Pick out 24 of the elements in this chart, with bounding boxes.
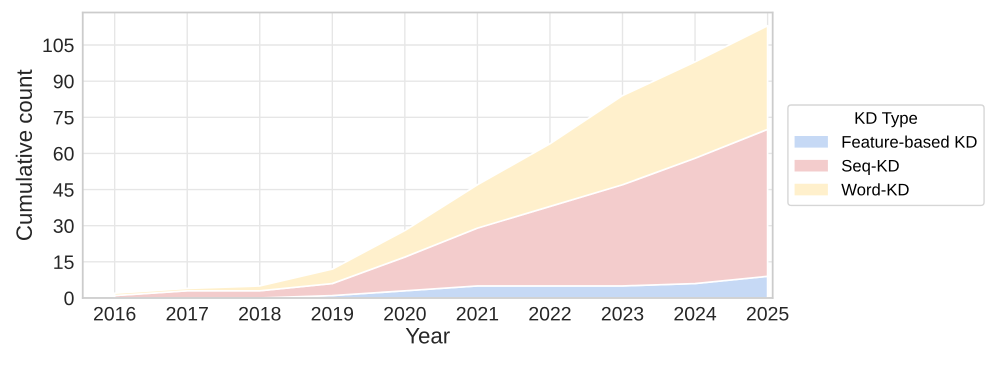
y-tick-label: 75: [54, 110, 74, 125]
y-tick-label: 45: [53, 183, 74, 197]
x-tick-label: 2019: [312, 306, 354, 321]
legend-label: Word-KD: [841, 183, 909, 196]
x-axis-title: Year: [406, 328, 450, 344]
x-tick-label: 2017: [166, 306, 208, 321]
legend-label: Feature-based KD: [842, 136, 977, 148]
y-tick-label: 90: [54, 74, 74, 88]
y-tick-label: 60: [54, 146, 74, 161]
y-axis-title: Cumulative count: [16, 70, 32, 240]
x-tick-label: 2025: [746, 306, 788, 321]
x-tick-label: 2022: [529, 306, 571, 321]
y-tick-label: 30: [54, 219, 74, 233]
y-tick-label: 15: [54, 256, 74, 270]
legend-label: Seq-KD: [842, 160, 899, 175]
x-tick-label: 2016: [94, 306, 136, 321]
x-tick-label: 2020: [384, 306, 426, 321]
y-tick-label: 0: [64, 291, 74, 306]
legend-title: KD Type: [856, 112, 918, 128]
x-tick-label: 2023: [602, 306, 644, 321]
x-tick-label: 2021: [456, 306, 498, 321]
y-tick-label: 105: [43, 38, 74, 52]
x-tick-label: 2018: [239, 306, 281, 321]
x-tick-label: 2024: [674, 306, 716, 321]
